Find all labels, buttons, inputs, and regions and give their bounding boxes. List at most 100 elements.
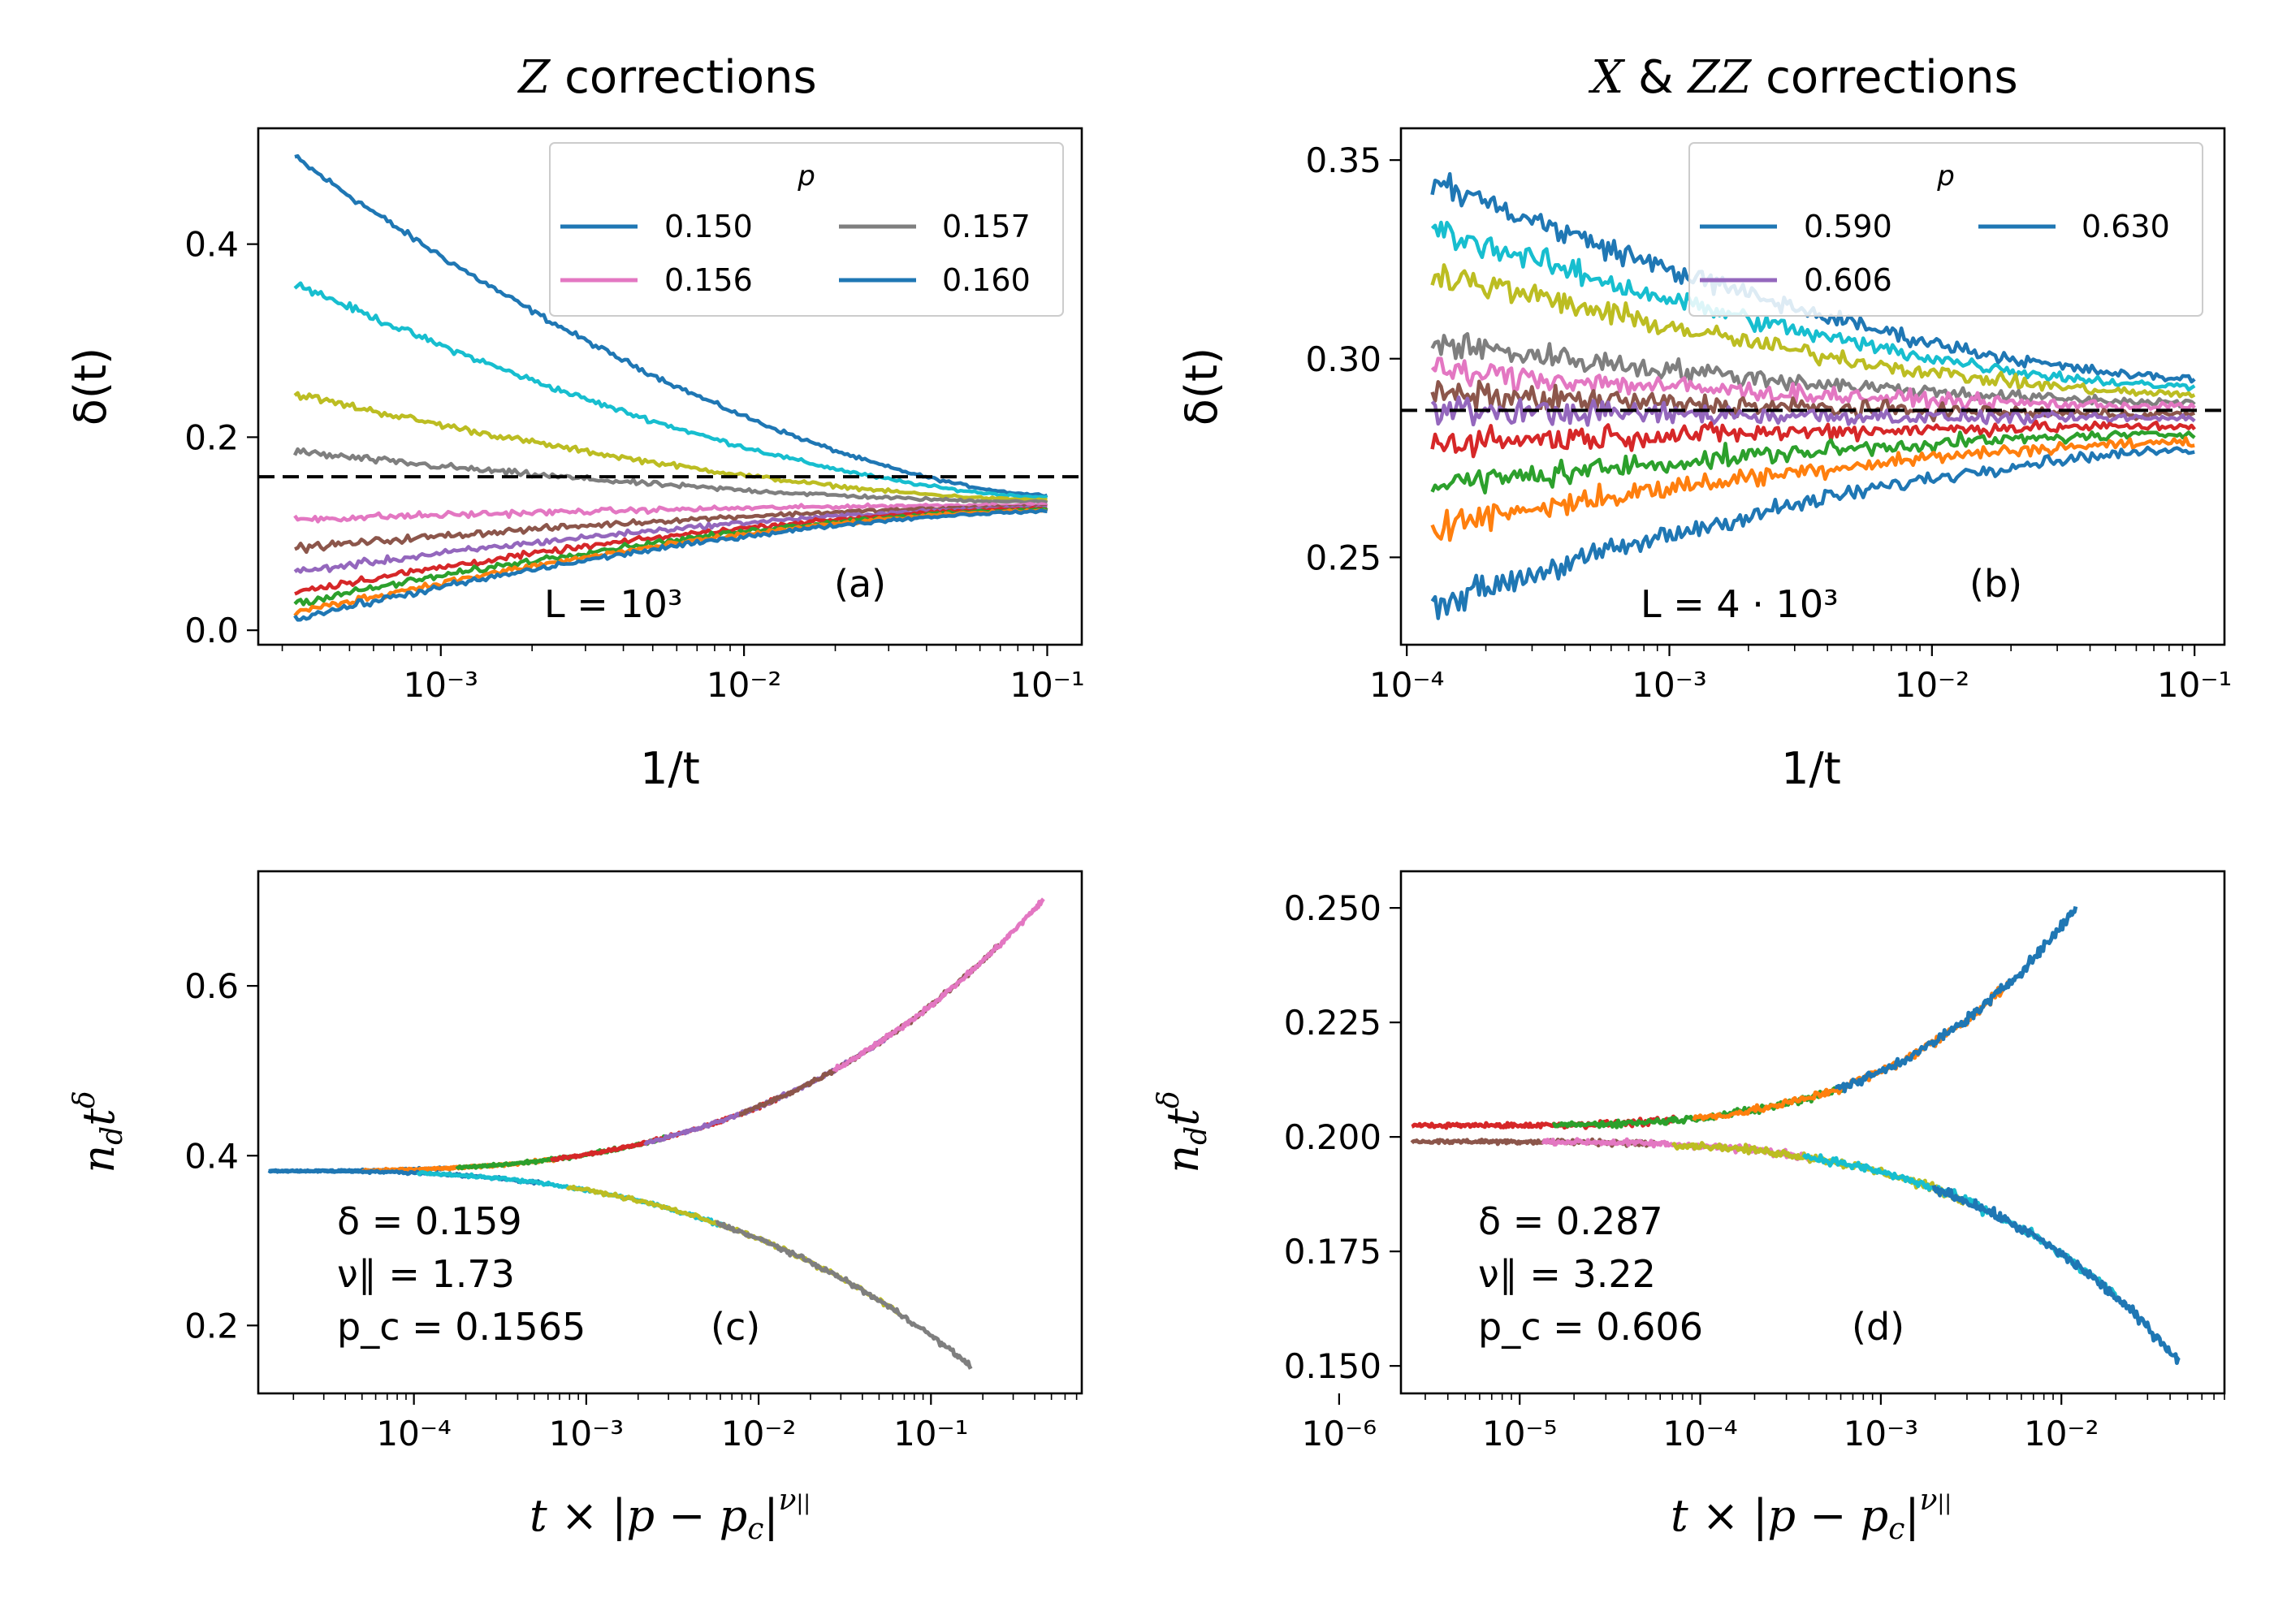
- panel-a-panel-label: (a): [834, 562, 886, 606]
- panel-d-ytick-label-3: 0.225: [1284, 1003, 1381, 1043]
- panel-c-lower-branch-segment-3: [715, 1220, 973, 1370]
- panel-b-series-line-4: [1430, 356, 2196, 412]
- panel-b-xtick-label-0: 10⁻⁴: [1369, 665, 1444, 705]
- panel-c: 10⁻⁴ 10⁻³ 10⁻² 10⁻¹ 0.2 0.4 0.6 ndtδ t × |p − …: [68, 870, 1083, 1546]
- panel-c-upper-branch-segment-2: [455, 1134, 668, 1171]
- panel-a-legend-label-0: 0.150: [664, 209, 753, 244]
- panel-d: 10⁻⁶ 10⁻⁵ 10⁻⁴ 10⁻³ 10⁻² 0.150 0.175 0.200 0.225…: [1152, 870, 2226, 1546]
- panel-c-param-nu: ν∥ = 1.73: [337, 1252, 515, 1296]
- panel-c-ytick-label-1: 0.4: [184, 1136, 239, 1176]
- panel-b-series-line-7: [1430, 419, 2196, 459]
- panel-b-series-line-6: [1430, 395, 2196, 427]
- panel-c-ytick-label-0: 0.2: [184, 1306, 239, 1345]
- panel-a-xtick-label-0: 10⁻³: [404, 665, 478, 705]
- panel-d-upper-branch-segment-1: [1552, 1083, 1846, 1129]
- panel-d-ytick-label-2: 0.200: [1284, 1117, 1381, 1157]
- panel-c-upper-branch-segment-5: [738, 943, 1001, 1117]
- panel-b-series-line-9: [1430, 436, 2195, 542]
- panel-c-xtick-label-1: 10⁻³: [549, 1414, 624, 1453]
- panel-d-lower-branch-segment-0: [1410, 1137, 1658, 1148]
- panel-d-lower-branch-segment-3: [1801, 1153, 2120, 1302]
- panel-d-upper-branch-segment-2: [1692, 980, 2012, 1121]
- panel-d-ylabel: ndtδ: [1152, 1091, 1213, 1173]
- panel-d-xtick-label-1: 10⁻⁵: [1482, 1414, 1557, 1453]
- panel-b-axes-frame: [1399, 127, 2226, 646]
- panel-d-upper-branch-segment-3: [1834, 905, 2078, 1094]
- panel-b-ticks: 10⁻⁴ 10⁻³ 10⁻² 10⁻¹ 0.25 0.30 0.35: [1305, 140, 2232, 705]
- panel-a-series-line-2: [293, 391, 1048, 503]
- panel-a-ticks: 10⁻³ 10⁻² 10⁻¹ 0.0 0.2 0.4: [184, 225, 1084, 705]
- panel-b-series-line-8: [1430, 430, 2196, 495]
- panel-d-panel-label: (d): [1852, 1305, 1904, 1349]
- panel-b-series: [1430, 171, 2196, 620]
- panel-d-lower-branch-segment-2: [1671, 1141, 1966, 1207]
- panel-c-panel-label: (c): [711, 1305, 760, 1349]
- panel-a-series-line-6: [293, 505, 1048, 574]
- panel-b-legend-title: p: [1936, 160, 1955, 192]
- panel-a-xtick-label-1: 10⁻²: [707, 665, 781, 705]
- panel-c-ylabel: ndtδ: [68, 1091, 129, 1173]
- panel-c-param-pc: p_c = 0.1565: [337, 1305, 586, 1349]
- panel-a-L-annotation: L = 10³: [544, 582, 682, 626]
- panel-d-axes-frame: [1399, 870, 2226, 1395]
- panel-c-xtick-label-0: 10⁻⁴: [376, 1414, 451, 1453]
- panel-b-series-line-3: [1430, 331, 2196, 408]
- panel-b-series-line-2: [1430, 263, 2196, 399]
- panel-b-ylabel: δ(t): [1176, 348, 1227, 425]
- panel-a-legend: p 0.150 0.157 0.156 0.160: [549, 142, 1064, 317]
- panel-b-xlabel: 1/t: [1781, 743, 1841, 794]
- panel-b-xtick-label-2: 10⁻²: [1895, 665, 1969, 705]
- panel-d-param-pc: p_c = 0.606: [1478, 1305, 1703, 1349]
- panel-a-ytick-label-0: 0.0: [184, 611, 239, 650]
- panel-a-series: [292, 153, 1048, 622]
- panel-d-param-nu: ν∥ = 3.22: [1478, 1252, 1656, 1296]
- panel-a-ylabel: δ(t): [65, 348, 116, 425]
- panel-c-ticks: 10⁻⁴ 10⁻³ 10⁻² 10⁻¹ 0.2 0.4 0.6: [184, 966, 1078, 1453]
- panel-a-series-line-7: [294, 505, 1048, 596]
- panel-a-legend-label-1: 0.157: [942, 209, 1031, 244]
- panel-d-xtick-label-3: 10⁻³: [1844, 1414, 1918, 1453]
- panel-d-series: [1410, 905, 2181, 1365]
- panel-d-xtick-label-2: 10⁻⁴: [1662, 1414, 1737, 1453]
- panel-b-ytick-label-1: 0.30: [1305, 339, 1381, 379]
- panel-d-xtick-label-4: 10⁻²: [2024, 1414, 2099, 1453]
- panel-b-panel-label: (b): [1969, 562, 2022, 606]
- panel-a: Z corrections 10⁻³ 10⁻² 10⁻¹ 0.0 0.2 0.4 δ(t)…: [65, 51, 1085, 794]
- panel-b: X & ZZ corrections 10⁻⁴ 10⁻³ 10⁻² 10⁻¹ 0.25 0…: [1176, 51, 2232, 794]
- panel-c-series: [267, 897, 1045, 1370]
- panel-b-legend-label-0: 0.590: [1804, 209, 1892, 244]
- panel-d-ticks: 10⁻⁶ 10⁻⁵ 10⁻⁴ 10⁻³ 10⁻² 0.150 0.175 0.200 0.225…: [1284, 888, 2225, 1453]
- panel-a-xtick-label-2: 10⁻¹: [1009, 665, 1084, 705]
- panel-b-ytick-label-2: 0.35: [1305, 140, 1381, 180]
- panel-a-legend-label-2: 0.156: [664, 262, 753, 298]
- panel-d-ytick-label-0: 0.150: [1284, 1346, 1381, 1386]
- panel-b-series-line-1: [1430, 220, 2196, 392]
- panel-c-xtick-label-2: 10⁻²: [721, 1414, 796, 1453]
- panel-b-title: X & ZZ corrections: [1588, 51, 2017, 104]
- panel-b-L-annotation: L = 4 · 10³: [1641, 582, 1839, 626]
- panel-b-legend-label-2: 0.606: [1804, 262, 1892, 298]
- panel-c-ytick-label-2: 0.6: [184, 966, 239, 1006]
- panel-a-axes-frame: [257, 127, 1083, 646]
- panel-c-upper-branch-segment-6: [832, 897, 1045, 1073]
- panel-a-title: Z corrections: [517, 51, 816, 104]
- panel-b-legend-label-1: 0.630: [2082, 209, 2170, 244]
- panel-b-series-line-10: [1430, 445, 2195, 620]
- panel-d-lower-branch-segment-4: [1931, 1185, 2181, 1365]
- panel-b-xtick-label-3: 10⁻¹: [2157, 665, 2232, 705]
- panel-d-param-delta: δ = 0.287: [1478, 1199, 1663, 1243]
- panel-a-series-line-1: [293, 281, 1048, 499]
- panel-a-series-line-10: [293, 508, 1048, 622]
- panel-a-series-line-4: [293, 502, 1048, 524]
- panel-a-legend-label-3: 0.160: [942, 262, 1031, 298]
- panel-b-xtick-label-1: 10⁻³: [1632, 665, 1706, 705]
- panel-a-ytick-label-2: 0.4: [184, 225, 239, 265]
- panel-d-xlabel: t × |p − pc|ν||: [1671, 1484, 1952, 1546]
- panel-a-xlabel: 1/t: [640, 743, 700, 794]
- panel-a-ytick-label-1: 0.2: [184, 417, 239, 457]
- panel-c-param-delta: δ = 0.159: [337, 1199, 522, 1243]
- panel-d-ytick-label-4: 0.250: [1284, 888, 1381, 928]
- panel-b-legend: p 0.590 0.630 0.606: [1688, 142, 2203, 317]
- panel-b-series-line-5: [1430, 379, 2196, 423]
